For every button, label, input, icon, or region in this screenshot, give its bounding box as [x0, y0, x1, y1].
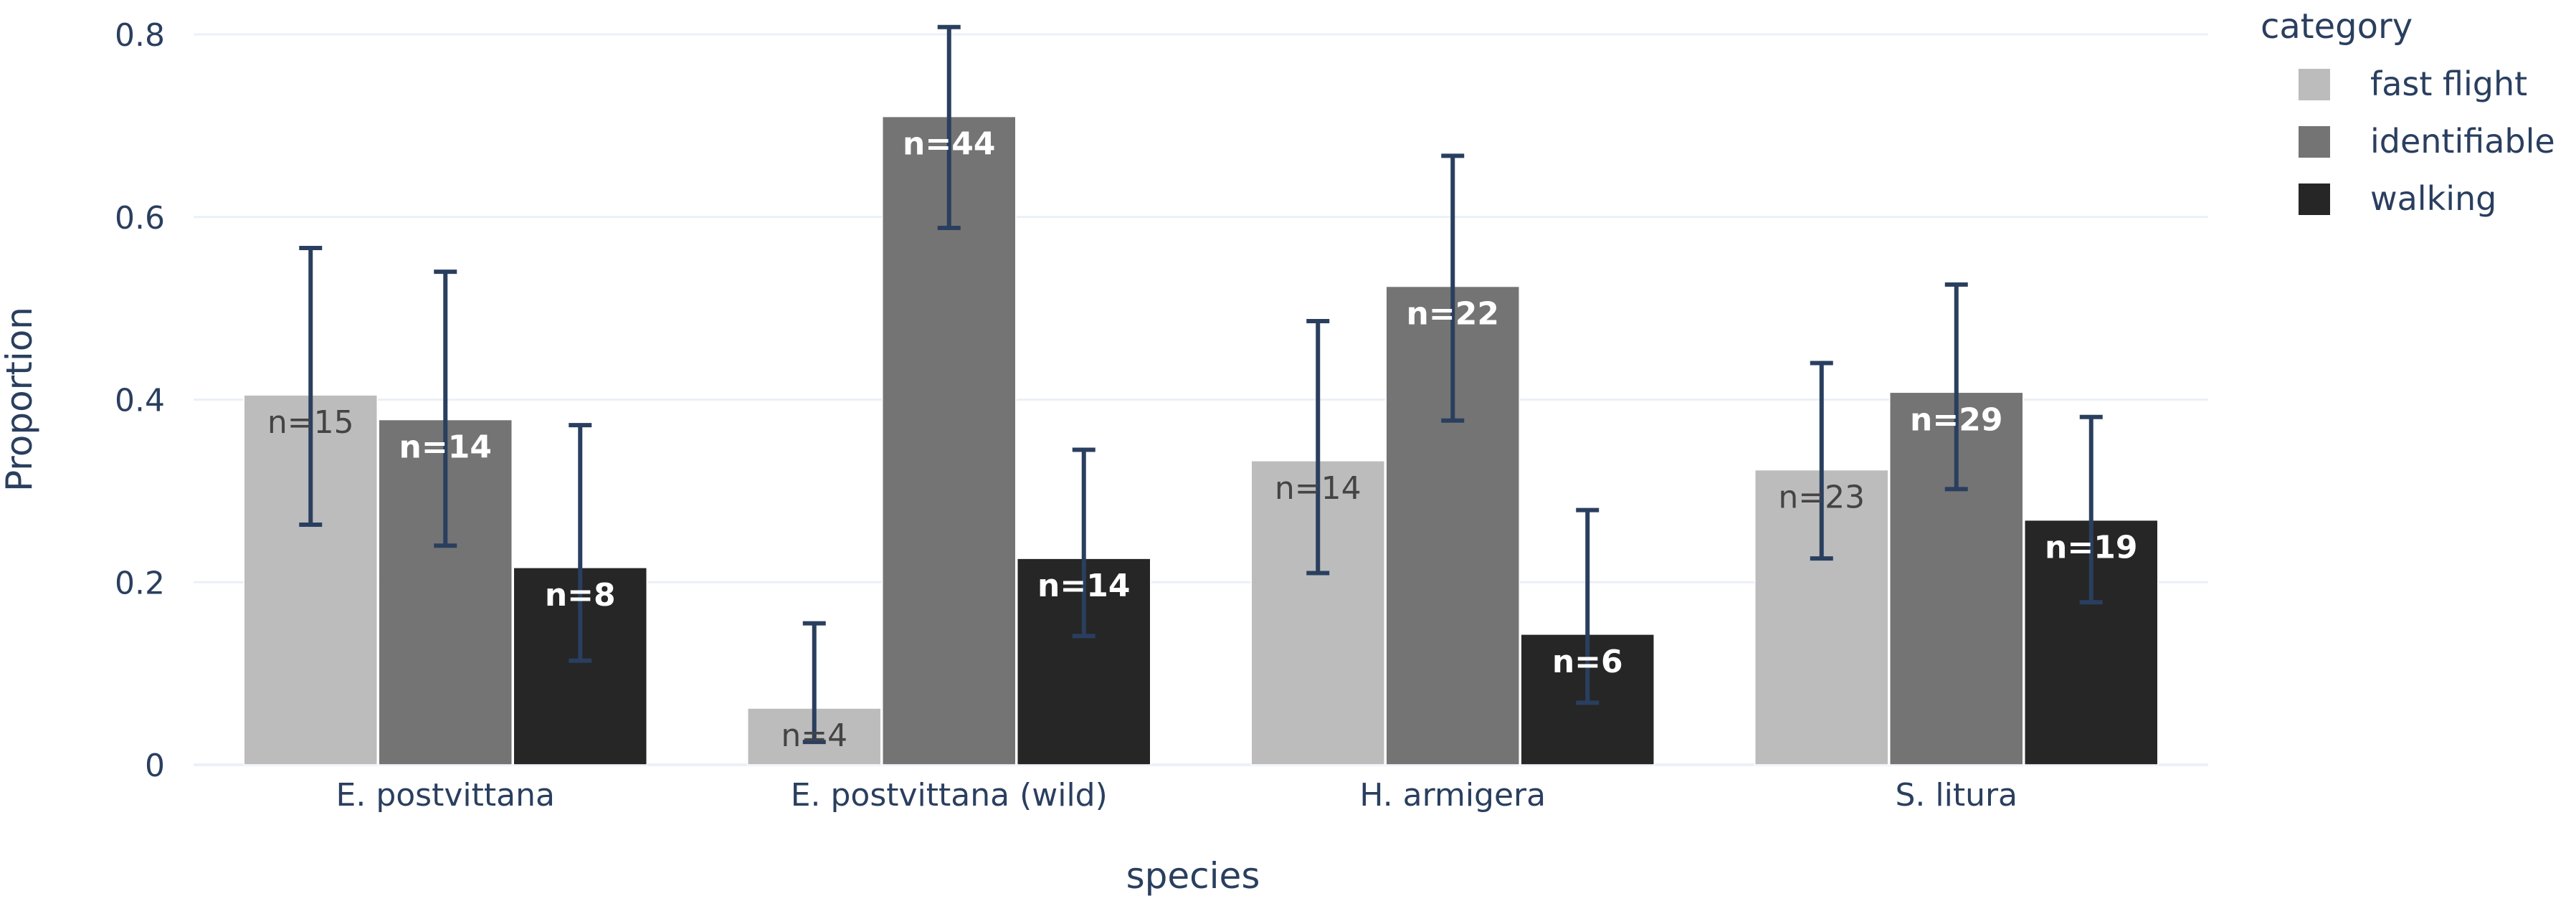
y-tick-label: 0 [145, 748, 165, 784]
y-tick-label: 0.8 [115, 17, 165, 54]
y-tick-label: 0.4 [115, 383, 165, 419]
bar-chart: n=15 n=4 n=14 n=23 n=14 n=44 n=22 n=29 n=8 n=14 n=… [0, 0, 2576, 906]
legend-swatch[interactable] [2299, 126, 2330, 158]
data-label: n=14 [1037, 568, 1130, 604]
y-tick-label: 0.2 [115, 565, 165, 601]
x-tick-label: E. postvittana [336, 777, 555, 814]
y-axis-title: Proportion [0, 307, 40, 492]
data-label: n=8 [545, 577, 616, 614]
legend-label[interactable]: walking [2370, 179, 2496, 218]
x-tick-label: S. litura [1895, 777, 2017, 814]
legend-title: category [2261, 6, 2413, 47]
bars [244, 117, 2158, 765]
data-label: n=14 [399, 429, 492, 466]
x-tick-label: H. armigera [1359, 777, 1546, 814]
y-tick-label: 0.6 [115, 200, 165, 237]
legend-swatch[interactable] [2299, 69, 2330, 100]
data-label: n=22 [1407, 296, 1499, 333]
data-label: n=6 [1552, 644, 1623, 680]
data-label: n=15 [267, 404, 354, 441]
data-label: n=44 [903, 126, 995, 163]
data-label: n=19 [2045, 530, 2137, 566]
legend: category fast flight identifiable walking [2261, 6, 2555, 218]
data-label: n=4 [781, 717, 847, 754]
legend-label[interactable]: fast flight [2370, 65, 2527, 103]
x-axis-title: species [1126, 855, 1260, 897]
data-label: n=14 [1275, 470, 1361, 507]
legend-label[interactable]: identifiable [2370, 122, 2555, 161]
legend-swatch[interactable] [2299, 183, 2330, 215]
data-label: n=29 [1910, 401, 2002, 438]
data-label: n=23 [1778, 480, 1865, 516]
x-tick-label: E. postvittana (wild) [791, 777, 1108, 814]
